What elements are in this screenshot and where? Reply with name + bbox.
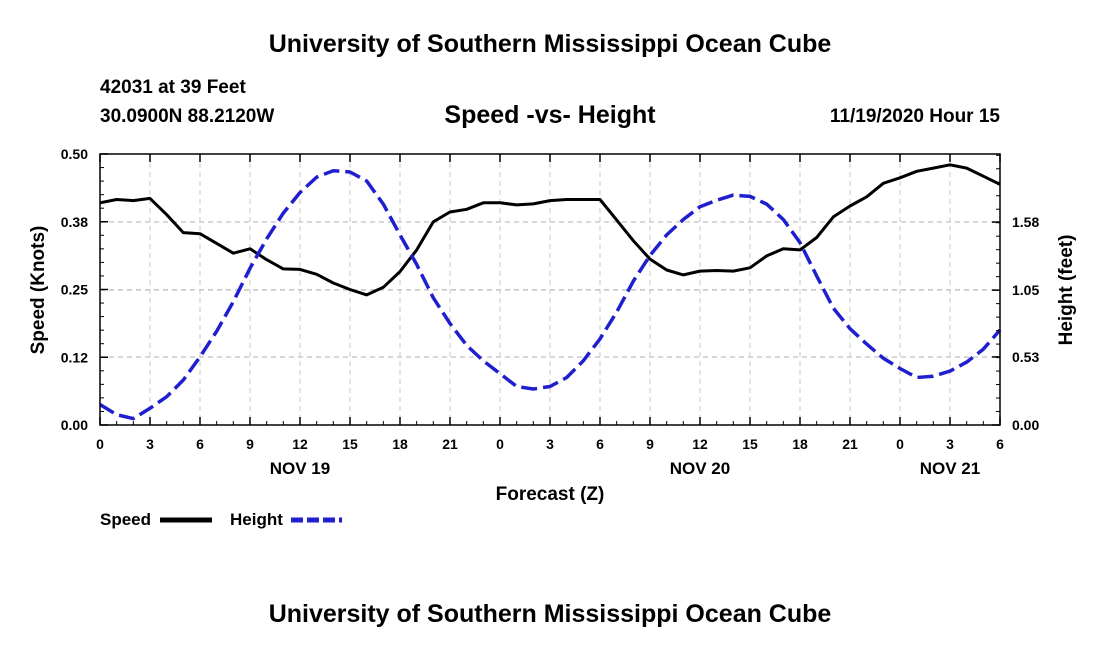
x-tick-label: 6 xyxy=(196,436,204,452)
height-series-line xyxy=(99,168,1002,421)
x-tick-label: 0 xyxy=(96,436,104,452)
x-axis-label: Forecast (Z) xyxy=(496,484,605,505)
y-tick-label: 0.50 xyxy=(61,146,88,162)
page-title: University of Southern Mississippi Ocean… xyxy=(268,30,832,58)
y-tick-label: 0.25 xyxy=(61,282,88,298)
y-tick-label: 0.38 xyxy=(61,214,88,230)
x-tick-label: 3 xyxy=(146,436,154,452)
legend: Speed Height xyxy=(100,510,342,529)
day-label: NOV 20 xyxy=(670,459,730,478)
chart-title: Speed -vs- Height xyxy=(444,101,656,129)
y2-tick-label: 0.53 xyxy=(1012,349,1039,365)
station-label: 42031 at 39 Feet xyxy=(100,77,246,98)
coordinates-label: 30.0900N 88.2120W xyxy=(100,106,275,127)
x-tick-label: 3 xyxy=(946,436,954,452)
x-tick-label: 15 xyxy=(342,436,358,452)
day-label: NOV 21 xyxy=(920,459,980,478)
y2-axis-label: Height (feet) xyxy=(1056,235,1077,346)
series-lines xyxy=(99,163,1002,421)
x-tick-label: 6 xyxy=(996,436,1004,452)
day-label: NOV 19 xyxy=(270,459,330,478)
legend-speed-label: Speed xyxy=(100,510,151,529)
y-tick-label: 0.00 xyxy=(61,417,88,433)
x-tick-label: 15 xyxy=(742,436,758,452)
forecast-date: 11/19/2020 Hour 15 xyxy=(829,106,1000,127)
y-tick-label: 0.12 xyxy=(61,349,88,365)
x-tick-label: 6 xyxy=(596,436,604,452)
x-tick-label: 18 xyxy=(392,436,408,452)
x-tick-label: 12 xyxy=(692,436,708,452)
speed-series-line xyxy=(99,163,1001,297)
x-tick-label: 0 xyxy=(496,436,504,452)
x-tick-label: 9 xyxy=(246,436,254,452)
x-tick-label: 18 xyxy=(792,436,808,452)
grid-lines xyxy=(100,154,1000,425)
y2-tick-label: 1.58 xyxy=(1012,214,1039,230)
footer-title: University of Southern Mississippi Ocean… xyxy=(268,600,832,628)
legend-height-label: Height xyxy=(230,510,283,529)
x-tick-label: 9 xyxy=(646,436,654,452)
y2-tick-label: 1.05 xyxy=(1012,282,1039,298)
x-tick-label: 21 xyxy=(442,436,458,452)
x-tick-label: 0 xyxy=(896,436,904,452)
x-tick-label: 21 xyxy=(842,436,858,452)
axes: 0 3 6 9 12 15 18 21 0 3 6 9 12 15 18 21 0 3 6 NOV 19 NOV 20 N… xyxy=(61,146,1040,478)
y2-tick-label: 0.00 xyxy=(1012,417,1039,433)
y-axis-label: Speed (Knots) xyxy=(28,226,49,355)
x-tick-label: 12 xyxy=(292,436,308,452)
x-tick-label: 3 xyxy=(546,436,554,452)
